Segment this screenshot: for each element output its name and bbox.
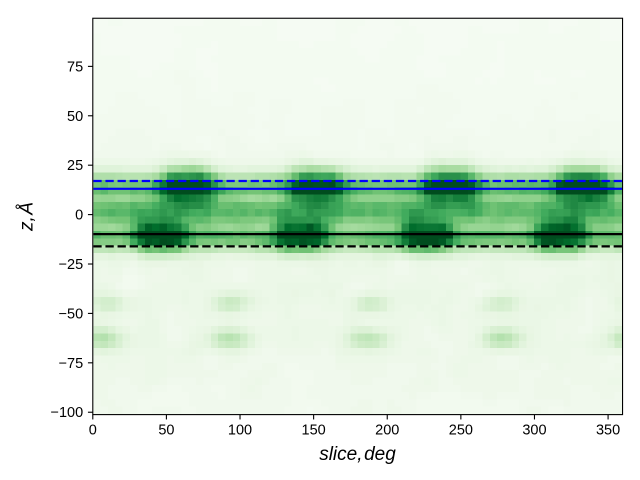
svg-text:350: 350: [596, 422, 620, 438]
svg-text:−75: −75: [59, 356, 84, 372]
svg-text:−50: −50: [59, 306, 84, 322]
svg-text:150: 150: [302, 422, 326, 438]
svg-text:0: 0: [89, 422, 97, 438]
svg-text:75: 75: [67, 59, 83, 75]
svg-text:200: 200: [375, 422, 399, 438]
svg-text:0: 0: [75, 208, 83, 224]
svg-text:50: 50: [67, 109, 83, 125]
svg-text:300: 300: [522, 422, 546, 438]
svg-text:50: 50: [158, 422, 174, 438]
svg-text:−25: −25: [59, 257, 84, 273]
svg-text:−100: −100: [51, 405, 84, 421]
svg-text:slice, deg: slice, deg: [319, 444, 396, 465]
svg-text:z, Å: z, Å: [17, 202, 38, 232]
svg-text:100: 100: [228, 422, 252, 438]
svg-text:250: 250: [449, 422, 473, 438]
svg-text:25: 25: [67, 158, 83, 174]
